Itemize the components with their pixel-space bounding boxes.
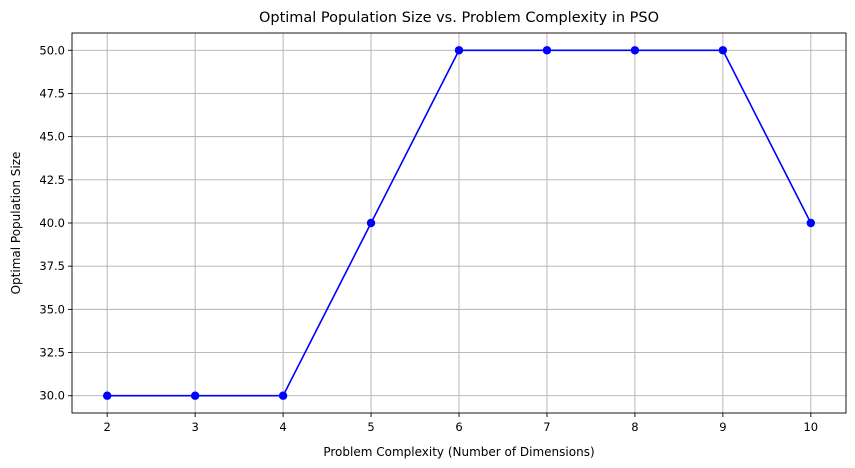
data-point xyxy=(278,391,288,400)
data-point xyxy=(542,46,552,55)
x-tick-label: 7 xyxy=(543,420,550,434)
y-tick-label: 50.0 xyxy=(39,43,65,57)
data-point xyxy=(806,218,816,228)
y-tick-label: 47.5 xyxy=(39,86,65,100)
axis-ticks: 2 3 4 5 6 7 8 9 10 30.0 32.5 35.0 37.5 40.0 42.5 45.0 47… xyxy=(39,43,818,434)
x-tick-label: 8 xyxy=(631,420,638,434)
y-tick-label: 37.5 xyxy=(39,259,65,273)
data-point xyxy=(718,46,728,55)
x-axis-label: Problem Complexity (Number of Dimensions… xyxy=(323,445,594,459)
x-tick-label: 6 xyxy=(455,420,462,434)
x-tick-label: 5 xyxy=(367,420,374,434)
y-tick-label: 42.5 xyxy=(39,173,65,187)
chart-title: Optimal Population Size vs. Problem Comp… xyxy=(259,10,659,26)
data-point xyxy=(454,46,464,55)
y-tick-label: 35.0 xyxy=(39,302,65,316)
series-layer xyxy=(102,46,816,400)
y-tick-label: 40.0 xyxy=(39,216,65,230)
data-point xyxy=(366,218,376,228)
y-tick-label: 32.5 xyxy=(39,346,65,360)
grid xyxy=(72,33,846,413)
y-tick-label: 30.0 xyxy=(39,389,65,403)
x-tick-label: 4 xyxy=(279,420,286,434)
x-tick-label: 10 xyxy=(803,420,818,434)
y-tick-label: 45.0 xyxy=(39,130,65,144)
data-point xyxy=(630,46,640,55)
x-tick-label: 9 xyxy=(719,420,726,434)
data-point xyxy=(190,391,200,400)
y-axis-label: Optimal Population Size xyxy=(9,152,23,295)
plot-frame xyxy=(71,32,847,414)
x-tick-label: 3 xyxy=(191,420,198,434)
x-tick-label: 2 xyxy=(104,420,111,434)
data-point xyxy=(102,391,112,400)
